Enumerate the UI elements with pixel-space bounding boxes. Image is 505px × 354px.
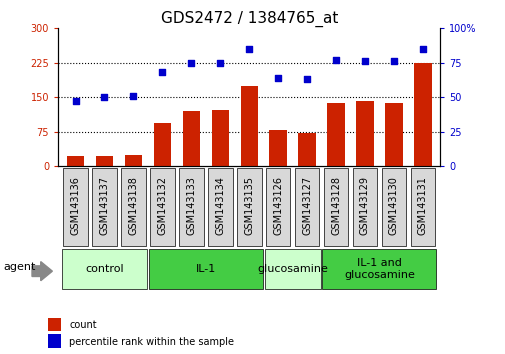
Bar [211,110,228,166]
Text: agent: agent [3,262,35,272]
Bar [384,103,402,166]
Text: GSM143128: GSM143128 [330,176,340,235]
Point [129,93,137,99]
FancyBboxPatch shape [322,250,436,289]
FancyBboxPatch shape [92,168,117,246]
Point [245,46,253,52]
Point [418,46,426,52]
Title: GDS2472 / 1384765_at: GDS2472 / 1384765_at [160,11,337,27]
FancyBboxPatch shape [148,250,262,289]
Text: GSM143131: GSM143131 [417,176,427,235]
FancyBboxPatch shape [63,168,88,246]
Text: GSM143133: GSM143133 [186,176,196,235]
Point [216,60,224,66]
Bar [414,63,431,166]
FancyBboxPatch shape [208,168,232,246]
Text: GSM143127: GSM143127 [301,176,312,235]
Bar [182,111,199,166]
Text: GSM143126: GSM143126 [273,176,283,235]
Text: GSM143135: GSM143135 [244,176,254,235]
FancyBboxPatch shape [381,168,406,246]
FancyBboxPatch shape [121,168,145,246]
Text: GSM143137: GSM143137 [99,176,109,235]
FancyBboxPatch shape [294,168,319,246]
Text: percentile rank within the sample: percentile rank within the sample [69,337,233,347]
FancyBboxPatch shape [236,168,261,246]
Bar [356,101,373,166]
FancyBboxPatch shape [62,250,147,289]
FancyArrow shape [32,262,53,281]
Bar [154,123,171,166]
Point [360,59,368,64]
Bar [95,156,113,166]
Text: GSM143129: GSM143129 [359,176,369,235]
Text: glucosamine: glucosamine [257,264,327,274]
Text: GSM143136: GSM143136 [70,176,80,235]
Bar [269,130,286,166]
Bar [327,103,344,166]
Text: control: control [85,264,124,274]
Bar [240,86,258,166]
Text: GSM143134: GSM143134 [215,176,225,235]
Bar [48,318,61,331]
Point [187,60,195,66]
Point [302,76,311,82]
FancyBboxPatch shape [410,168,434,246]
Point [71,99,79,104]
FancyBboxPatch shape [265,168,290,246]
Point [331,57,339,63]
Point [158,70,166,75]
Bar [48,334,61,348]
Text: IL-1: IL-1 [195,264,216,274]
FancyBboxPatch shape [352,168,377,246]
FancyBboxPatch shape [179,168,203,246]
Text: GSM143132: GSM143132 [157,176,167,235]
Bar [67,156,84,166]
FancyBboxPatch shape [323,168,347,246]
Bar [298,133,315,166]
Text: count: count [69,320,96,330]
Text: GSM143130: GSM143130 [388,176,398,235]
FancyBboxPatch shape [150,168,174,246]
Point [100,95,109,100]
Text: IL-1 and
glucosamine: IL-1 and glucosamine [343,258,414,280]
Point [389,59,397,64]
Bar [125,155,142,166]
Point [274,75,282,81]
Text: GSM143138: GSM143138 [128,176,138,235]
FancyBboxPatch shape [264,250,320,289]
